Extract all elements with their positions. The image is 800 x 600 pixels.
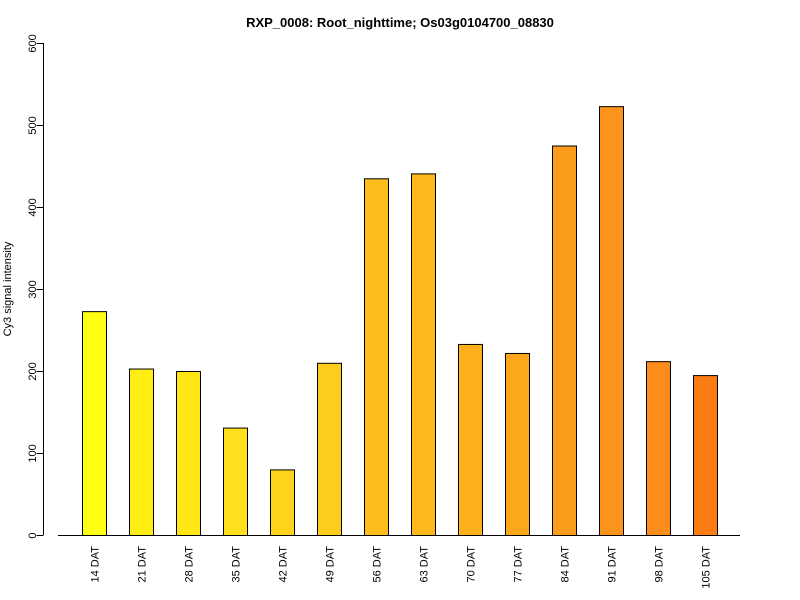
bar-84-dat [552,145,577,536]
y-axis: 0 100 200 300 400 500 600 [27,34,44,539]
bar-63-dat [411,173,436,536]
x-tick-label: 49 DAT [325,546,337,583]
y-tick-label: 200 [27,362,39,380]
bars-group [82,106,718,537]
x-tick-label: 105 DAT [701,546,713,589]
y-tick-label: 600 [27,34,39,52]
x-axis: 14 DAT 21 DAT 28 DAT 35 DAT 42 DAT 49 DAT 56 D… [58,535,740,589]
x-tick-label: 35 DAT [231,546,243,583]
chart-title: RXP_0008: Root_nighttime; Os03g0104700_0… [246,15,554,30]
x-tick-label: 28 DAT [184,546,196,583]
y-tick-label: 400 [27,198,39,216]
x-tick-label: 42 DAT [278,546,290,583]
x-tick-label: 70 DAT [466,546,478,583]
bar-77-dat [505,352,530,536]
bar-91-dat [599,106,624,536]
x-tick-label: 63 DAT [419,546,431,583]
y-axis-label: Cy3 signal intensity [2,241,14,336]
y-tick-label: 500 [27,116,39,134]
x-tick-label: 84 DAT [560,546,572,583]
x-tick-label: 14 DAT [90,546,102,583]
y-tick-label: 300 [27,280,39,298]
y-tick-label: 0 [27,532,39,538]
bar-70-dat [458,343,483,536]
x-tick-label: 21 DAT [137,546,149,583]
bar-49-dat [317,362,342,536]
bar-35-dat [223,427,248,536]
bar-98-dat [646,361,671,536]
bar-21-dat [129,368,154,537]
x-tick-label: 56 DAT [372,546,384,583]
x-tick-label: 91 DAT [607,546,619,583]
x-tick-label: 77 DAT [513,546,525,583]
bar-105-dat [693,375,718,536]
x-tick-label: 98 DAT [654,546,666,583]
bar-28-dat [176,371,201,536]
bar-42-dat [270,469,295,536]
y-tick-label: 100 [27,444,39,462]
bar-14-dat [82,311,107,537]
bar-56-dat [364,178,389,537]
